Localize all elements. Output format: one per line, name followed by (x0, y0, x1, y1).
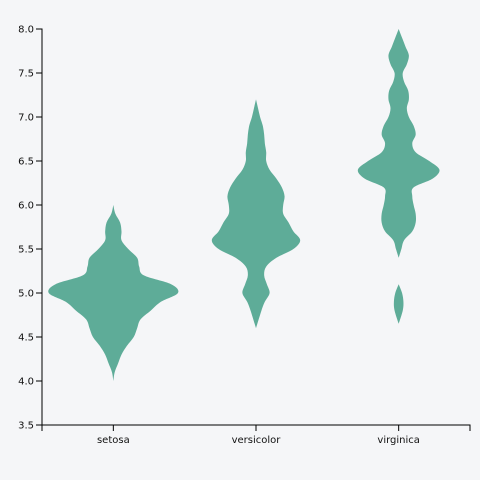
violin-shape-virginica (393, 284, 404, 324)
y-tick-label: 4.0 (18, 377, 34, 388)
y-tick-label: 7.0 (18, 113, 34, 124)
y-tick-label: 7.5 (18, 69, 34, 80)
y-tick-label: 6.5 (18, 157, 34, 168)
x-axis: setosa versicolor virginica (41, 424, 471, 446)
violin-shape-setosa (48, 205, 179, 381)
plot-area (48, 29, 440, 381)
x-tick-label-versicolor: versicolor (232, 435, 282, 446)
y-tick-label: 5.0 (18, 289, 34, 300)
y-axis-line (36, 28, 43, 426)
violin-shape-versicolor (211, 99, 301, 329)
y-tick-label: 4.5 (18, 333, 34, 344)
violin-setosa (48, 205, 179, 381)
y-tick-label: 5.5 (18, 245, 34, 256)
violin-versicolor (211, 99, 301, 329)
y-tick-label: 8.0 (18, 25, 34, 36)
violin-virginica (357, 29, 440, 324)
y-tick-label: 3.5 (18, 421, 34, 432)
violin-shape-virginica-main (357, 29, 440, 258)
x-tick-label-setosa: setosa (97, 435, 130, 446)
y-tick-label: 6.0 (18, 201, 34, 212)
y-axis: 3.5 4.0 4.5 5.0 5.5 6.0 6.5 7.0 7.5 8.0 (18, 25, 43, 432)
x-tick-label-virginica: virginica (377, 435, 420, 446)
